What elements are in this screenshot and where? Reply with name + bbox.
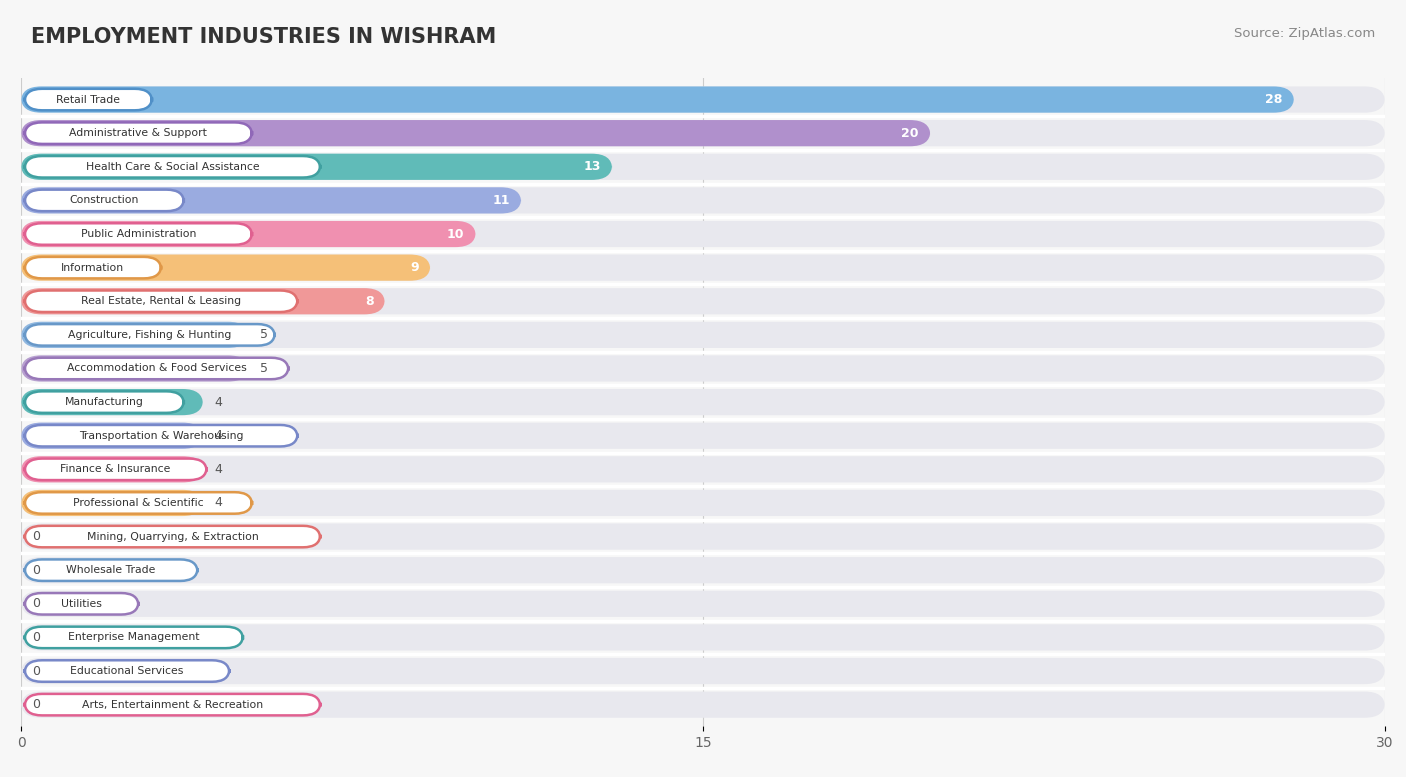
Text: Source: ZipAtlas.com: Source: ZipAtlas.com	[1234, 27, 1375, 40]
FancyBboxPatch shape	[25, 123, 252, 144]
FancyBboxPatch shape	[25, 526, 321, 547]
FancyBboxPatch shape	[21, 423, 1385, 449]
FancyBboxPatch shape	[21, 187, 522, 214]
Text: Manufacturing: Manufacturing	[65, 397, 143, 407]
Text: Arts, Entertainment & Recreation: Arts, Entertainment & Recreation	[82, 699, 263, 709]
Text: Real Estate, Rental & Leasing: Real Estate, Rental & Leasing	[82, 296, 242, 306]
FancyBboxPatch shape	[21, 389, 202, 415]
Text: 11: 11	[492, 194, 510, 207]
FancyBboxPatch shape	[25, 425, 298, 447]
FancyBboxPatch shape	[21, 154, 1385, 180]
FancyBboxPatch shape	[21, 456, 202, 483]
FancyBboxPatch shape	[21, 255, 430, 280]
FancyBboxPatch shape	[21, 524, 1385, 549]
FancyBboxPatch shape	[25, 324, 274, 346]
Text: Retail Trade: Retail Trade	[56, 95, 121, 105]
Text: Utilities: Utilities	[60, 599, 103, 609]
FancyBboxPatch shape	[21, 490, 202, 516]
FancyBboxPatch shape	[25, 291, 298, 312]
FancyBboxPatch shape	[25, 357, 288, 379]
Text: 10: 10	[447, 228, 464, 241]
FancyBboxPatch shape	[25, 694, 321, 716]
FancyBboxPatch shape	[21, 389, 1385, 415]
Text: Wholesale Trade: Wholesale Trade	[66, 565, 156, 575]
FancyBboxPatch shape	[25, 627, 243, 648]
FancyBboxPatch shape	[21, 658, 1385, 684]
FancyBboxPatch shape	[25, 593, 138, 615]
FancyBboxPatch shape	[21, 86, 1294, 113]
FancyBboxPatch shape	[21, 187, 1385, 214]
Text: 0: 0	[32, 631, 41, 644]
Text: 4: 4	[214, 429, 222, 442]
FancyBboxPatch shape	[25, 392, 184, 413]
Text: EMPLOYMENT INDUSTRIES IN WISHRAM: EMPLOYMENT INDUSTRIES IN WISHRAM	[31, 27, 496, 47]
Text: Educational Services: Educational Services	[70, 666, 184, 676]
FancyBboxPatch shape	[21, 221, 475, 247]
Text: Agriculture, Fishing & Hunting: Agriculture, Fishing & Hunting	[67, 330, 232, 340]
FancyBboxPatch shape	[21, 624, 1385, 650]
Text: Construction: Construction	[69, 195, 139, 205]
Text: Transportation & Warehousing: Transportation & Warehousing	[79, 430, 243, 441]
FancyBboxPatch shape	[21, 557, 1385, 584]
FancyBboxPatch shape	[25, 660, 229, 681]
Text: 0: 0	[32, 664, 41, 678]
FancyBboxPatch shape	[21, 288, 385, 315]
FancyBboxPatch shape	[25, 458, 207, 480]
FancyBboxPatch shape	[21, 692, 1385, 718]
FancyBboxPatch shape	[25, 492, 252, 514]
FancyBboxPatch shape	[21, 120, 1385, 146]
Text: Accommodation & Food Services: Accommodation & Food Services	[66, 364, 246, 374]
Text: Professional & Scientific: Professional & Scientific	[73, 498, 204, 508]
FancyBboxPatch shape	[21, 456, 1385, 483]
FancyBboxPatch shape	[21, 355, 249, 382]
Text: Finance & Insurance: Finance & Insurance	[60, 465, 172, 474]
Text: 9: 9	[411, 261, 419, 274]
FancyBboxPatch shape	[21, 322, 1385, 348]
Text: 4: 4	[214, 463, 222, 476]
FancyBboxPatch shape	[21, 322, 249, 348]
FancyBboxPatch shape	[25, 257, 162, 278]
FancyBboxPatch shape	[21, 221, 1385, 247]
FancyBboxPatch shape	[21, 591, 1385, 617]
FancyBboxPatch shape	[25, 223, 252, 245]
FancyBboxPatch shape	[21, 423, 202, 449]
FancyBboxPatch shape	[25, 190, 184, 211]
Text: 0: 0	[32, 530, 41, 543]
Text: 4: 4	[214, 497, 222, 510]
FancyBboxPatch shape	[21, 154, 612, 180]
Text: 28: 28	[1265, 93, 1282, 106]
Text: 20: 20	[901, 127, 920, 140]
Text: Mining, Quarrying, & Extraction: Mining, Quarrying, & Extraction	[87, 531, 259, 542]
Text: 0: 0	[32, 563, 41, 577]
Text: 13: 13	[583, 160, 600, 173]
FancyBboxPatch shape	[25, 89, 152, 110]
Text: 8: 8	[364, 294, 374, 308]
FancyBboxPatch shape	[21, 355, 1385, 382]
FancyBboxPatch shape	[21, 120, 931, 146]
FancyBboxPatch shape	[25, 156, 321, 177]
Text: Health Care & Social Assistance: Health Care & Social Assistance	[86, 162, 259, 172]
Text: 0: 0	[32, 598, 41, 610]
FancyBboxPatch shape	[21, 255, 1385, 280]
Text: Public Administration: Public Administration	[80, 229, 195, 239]
Text: 5: 5	[260, 362, 267, 375]
Text: Administrative & Support: Administrative & Support	[69, 128, 207, 138]
Text: 0: 0	[32, 699, 41, 711]
FancyBboxPatch shape	[21, 86, 1385, 113]
FancyBboxPatch shape	[21, 490, 1385, 516]
Text: 5: 5	[260, 329, 267, 341]
FancyBboxPatch shape	[25, 559, 197, 581]
FancyBboxPatch shape	[21, 288, 1385, 315]
Text: Information: Information	[62, 263, 125, 273]
Text: Enterprise Management: Enterprise Management	[67, 632, 200, 643]
Text: 4: 4	[214, 395, 222, 409]
